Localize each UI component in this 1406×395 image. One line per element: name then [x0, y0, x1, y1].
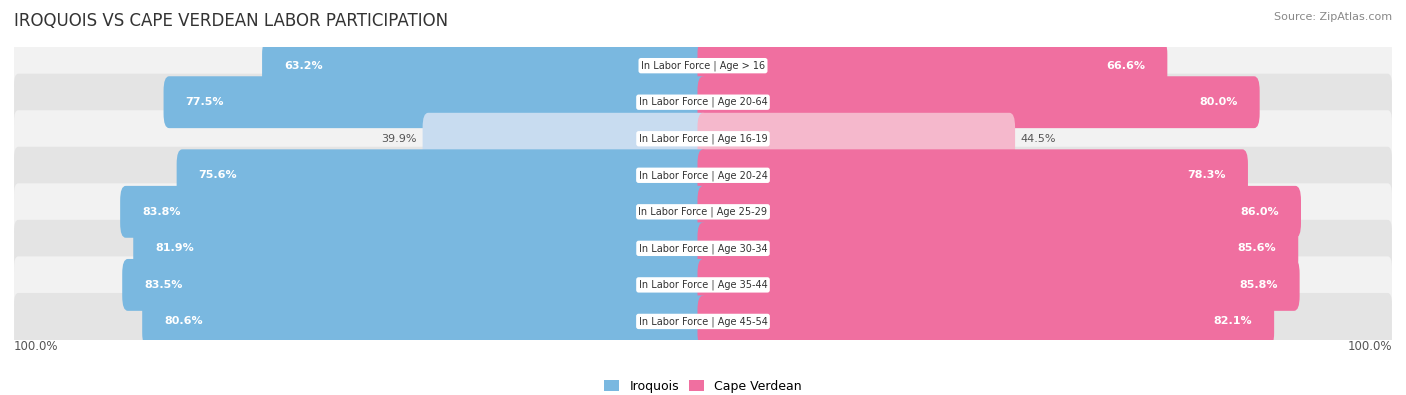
- Text: In Labor Force | Age 35-44: In Labor Force | Age 35-44: [638, 280, 768, 290]
- Text: 100.0%: 100.0%: [14, 340, 59, 353]
- FancyBboxPatch shape: [14, 37, 1392, 94]
- Text: 82.1%: 82.1%: [1213, 316, 1253, 326]
- FancyBboxPatch shape: [122, 259, 709, 311]
- Text: 63.2%: 63.2%: [284, 61, 323, 71]
- Text: 83.8%: 83.8%: [142, 207, 181, 217]
- Text: 85.6%: 85.6%: [1237, 243, 1277, 253]
- Text: 86.0%: 86.0%: [1240, 207, 1279, 217]
- FancyBboxPatch shape: [697, 76, 1260, 128]
- Text: Source: ZipAtlas.com: Source: ZipAtlas.com: [1274, 12, 1392, 22]
- FancyBboxPatch shape: [697, 259, 1299, 311]
- FancyBboxPatch shape: [14, 183, 1392, 240]
- FancyBboxPatch shape: [423, 113, 709, 165]
- Text: 81.9%: 81.9%: [155, 243, 194, 253]
- Text: 80.0%: 80.0%: [1199, 97, 1237, 107]
- Text: 80.6%: 80.6%: [165, 316, 202, 326]
- Text: In Labor Force | Age 45-54: In Labor Force | Age 45-54: [638, 316, 768, 327]
- FancyBboxPatch shape: [697, 149, 1249, 201]
- FancyBboxPatch shape: [14, 256, 1392, 313]
- Text: 39.9%: 39.9%: [381, 134, 418, 144]
- FancyBboxPatch shape: [697, 113, 1015, 165]
- FancyBboxPatch shape: [142, 295, 709, 347]
- Text: 75.6%: 75.6%: [198, 170, 238, 180]
- FancyBboxPatch shape: [697, 40, 1167, 92]
- Text: In Labor Force | Age 20-24: In Labor Force | Age 20-24: [638, 170, 768, 181]
- Text: 77.5%: 77.5%: [186, 97, 224, 107]
- Text: 66.6%: 66.6%: [1107, 61, 1146, 71]
- FancyBboxPatch shape: [697, 186, 1301, 238]
- Text: 44.5%: 44.5%: [1021, 134, 1056, 144]
- Text: 78.3%: 78.3%: [1188, 170, 1226, 180]
- FancyBboxPatch shape: [134, 222, 709, 274]
- FancyBboxPatch shape: [14, 74, 1392, 131]
- Text: 83.5%: 83.5%: [145, 280, 183, 290]
- FancyBboxPatch shape: [14, 110, 1392, 167]
- Text: In Labor Force | Age 30-34: In Labor Force | Age 30-34: [638, 243, 768, 254]
- FancyBboxPatch shape: [14, 293, 1392, 350]
- FancyBboxPatch shape: [120, 186, 709, 238]
- Text: In Labor Force | Age 20-64: In Labor Force | Age 20-64: [638, 97, 768, 107]
- Text: IROQUOIS VS CAPE VERDEAN LABOR PARTICIPATION: IROQUOIS VS CAPE VERDEAN LABOR PARTICIPA…: [14, 12, 449, 30]
- Text: 85.8%: 85.8%: [1239, 280, 1278, 290]
- FancyBboxPatch shape: [14, 220, 1392, 277]
- Text: In Labor Force | Age > 16: In Labor Force | Age > 16: [641, 60, 765, 71]
- FancyBboxPatch shape: [177, 149, 709, 201]
- Text: In Labor Force | Age 25-29: In Labor Force | Age 25-29: [638, 207, 768, 217]
- FancyBboxPatch shape: [697, 222, 1298, 274]
- FancyBboxPatch shape: [262, 40, 709, 92]
- FancyBboxPatch shape: [697, 295, 1274, 347]
- Text: In Labor Force | Age 16-19: In Labor Force | Age 16-19: [638, 134, 768, 144]
- FancyBboxPatch shape: [163, 76, 709, 128]
- Text: 100.0%: 100.0%: [1347, 340, 1392, 353]
- Legend: Iroquois, Cape Verdean: Iroquois, Cape Verdean: [599, 375, 807, 395]
- FancyBboxPatch shape: [14, 147, 1392, 204]
